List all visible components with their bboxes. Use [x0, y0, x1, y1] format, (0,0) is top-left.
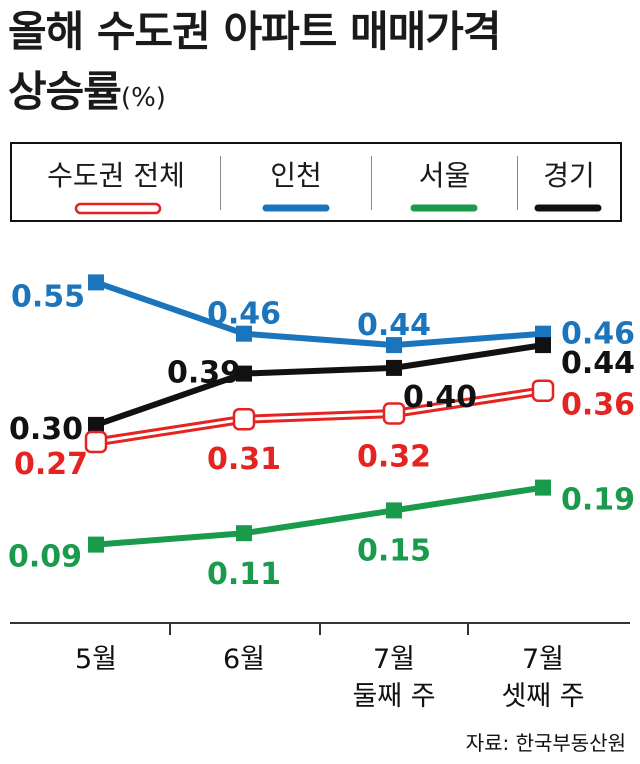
series-line-metro-inner	[95, 389, 544, 444]
x-tick-label: 6월	[223, 644, 265, 675]
source-note: 자료: 한국부동산원	[465, 731, 626, 755]
data-point-incheon	[236, 325, 252, 342]
legend-separator	[517, 156, 518, 210]
legend-label-gyeonggi: 경기	[543, 159, 595, 192]
data-label-incheon: 0.44	[357, 308, 431, 343]
data-point-metro	[382, 402, 406, 425]
legend-item-incheon: 인천	[221, 144, 371, 220]
legend-item-gyeonggi: 경기	[518, 144, 620, 220]
legend-label-seoul: 서울	[418, 159, 471, 192]
data-label-metro: 0.36	[561, 388, 635, 423]
data-label-seoul: 0.11	[207, 557, 281, 592]
x-tick-label: 7월	[522, 644, 564, 675]
legend-swatch-gyeonggi	[534, 204, 602, 212]
legend-swatch-incheon	[262, 204, 330, 212]
legend: 수도권 전체 인천 서울 경기	[10, 142, 622, 222]
data-point-seoul	[535, 479, 551, 496]
data-label-metro: 0.32	[357, 440, 431, 475]
data-label-incheon: 0.46	[207, 297, 281, 332]
x-tick-label-sub: 둘째 주	[352, 681, 435, 712]
x-tick-label: 7월	[373, 644, 415, 675]
data-label-gyeonggi: 0.30	[9, 412, 83, 447]
data-point-incheon	[386, 337, 402, 354]
data-label-incheon: 0.55	[11, 279, 85, 314]
legend-swatch-metro	[74, 202, 162, 215]
series-line-gyeonggi	[95, 342, 544, 428]
data-label-seoul: 0.09	[8, 540, 82, 575]
data-label-incheon: 0.46	[561, 317, 635, 352]
data-label-seoul: 0.19	[561, 483, 635, 518]
legend-swatch-seoul	[410, 204, 478, 212]
series-line-incheon	[95, 279, 544, 349]
x-tick-label: 5월	[75, 644, 117, 675]
data-point-gyeonggi	[88, 416, 104, 433]
series-line-seoul	[95, 484, 544, 548]
data-point-seoul	[386, 502, 402, 519]
chart-title: 올해 수도권 아파트 매매가격 상승률(%)	[8, 2, 502, 128]
legend-label-incheon: 인천	[270, 159, 322, 192]
data-label-gyeonggi: 0.44	[561, 346, 635, 381]
data-point-gyeonggi	[386, 359, 402, 376]
data-point-seoul	[236, 525, 252, 542]
legend-item-metro: 수도권 전체	[12, 144, 220, 220]
legend-separator	[220, 156, 221, 210]
data-label-metro: 0.27	[14, 447, 88, 482]
data-label-gyeonggi: 0.39	[167, 356, 241, 391]
data-label-gyeonggi: 0.40	[403, 380, 477, 415]
data-point-metro	[84, 430, 108, 454]
data-point-metro	[531, 379, 555, 402]
data-point-metro	[232, 407, 256, 431]
legend-separator	[371, 156, 372, 210]
title-line-2: 상승률	[8, 67, 122, 116]
data-point-incheon	[88, 274, 104, 291]
legend-label-metro: 수도권 전체	[47, 159, 185, 192]
title-unit: (%)	[120, 83, 166, 113]
data-label-metro: 0.31	[207, 442, 281, 477]
data-point-gyeonggi	[535, 337, 551, 354]
legend-item-seoul: 서울	[372, 144, 517, 220]
x-tick-label-sub: 셋째 주	[501, 681, 584, 712]
data-point-gyeonggi	[236, 365, 252, 382]
title-line-1: 올해 수도권 아파트 매매가격	[8, 7, 502, 56]
data-label-seoul: 0.15	[357, 533, 431, 568]
data-point-seoul	[88, 536, 104, 553]
